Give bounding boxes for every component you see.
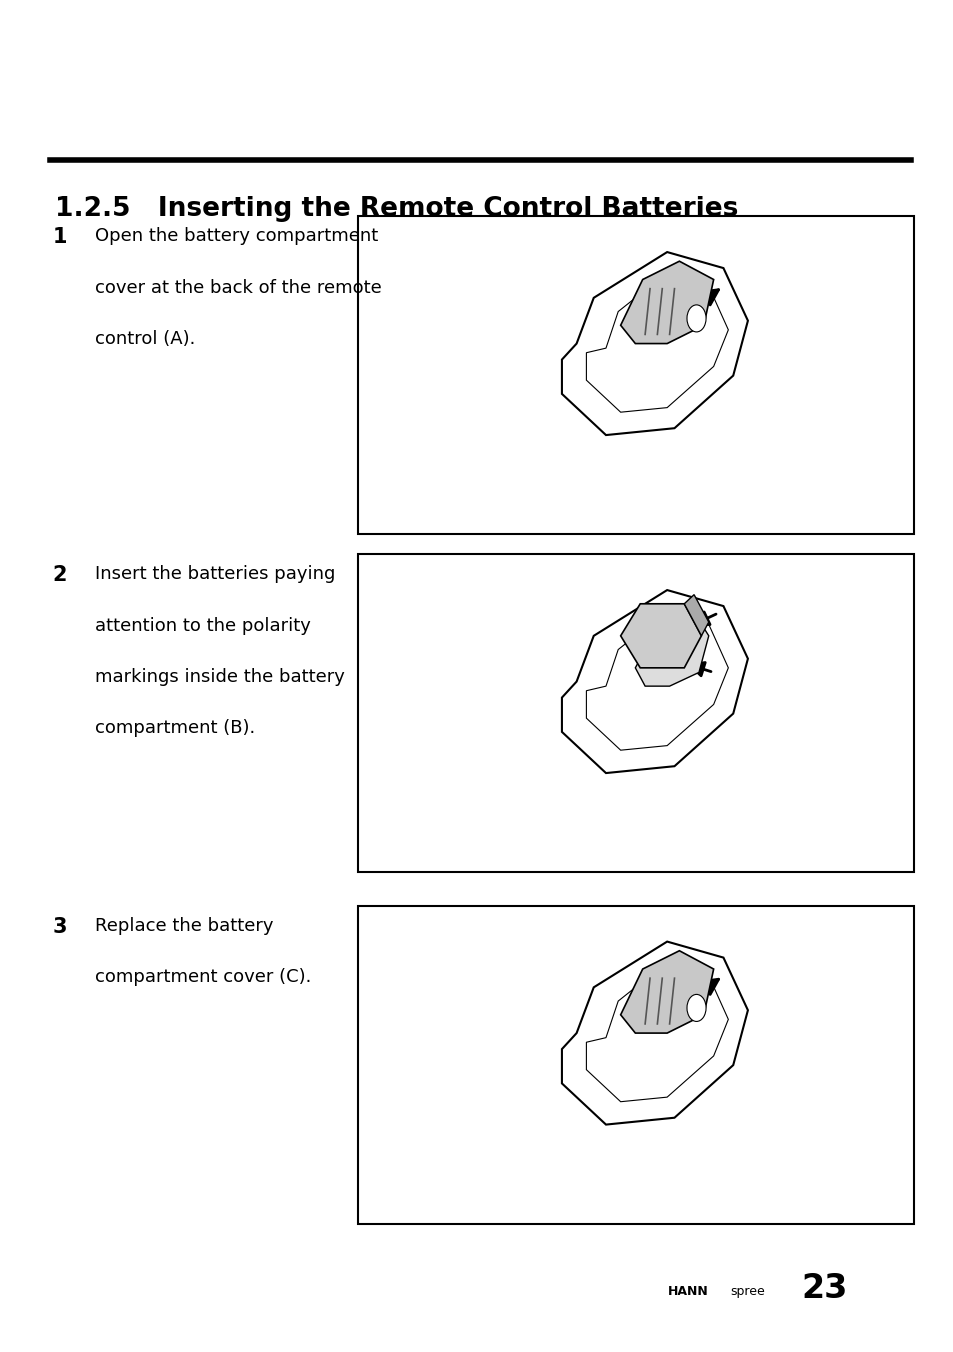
Text: control (A).: control (A). — [95, 330, 195, 347]
Text: 23: 23 — [801, 1272, 847, 1305]
Text: Replace the battery: Replace the battery — [95, 917, 274, 934]
Text: HANN: HANN — [667, 1284, 708, 1298]
Text: 1: 1 — [52, 227, 67, 247]
Text: Insert the batteries paying: Insert the batteries paying — [95, 565, 335, 583]
Polygon shape — [561, 251, 747, 435]
Polygon shape — [620, 950, 713, 1033]
Bar — [357, 906, 913, 1224]
Text: 1.2.5   Inserting the Remote Control Batteries: 1.2.5 Inserting the Remote Control Batte… — [55, 196, 738, 222]
Polygon shape — [635, 608, 708, 687]
Polygon shape — [620, 604, 700, 668]
Text: spree: spree — [729, 1284, 763, 1298]
Polygon shape — [620, 261, 713, 343]
Polygon shape — [683, 595, 708, 635]
Text: Open the battery compartment: Open the battery compartment — [95, 227, 378, 245]
Text: compartment cover (C).: compartment cover (C). — [95, 968, 312, 986]
Bar — [357, 554, 913, 872]
Text: markings inside the battery: markings inside the battery — [95, 668, 345, 685]
Polygon shape — [561, 589, 747, 773]
Text: compartment (B).: compartment (B). — [95, 719, 255, 737]
Bar — [357, 216, 913, 534]
Text: attention to the polarity: attention to the polarity — [95, 617, 311, 634]
Text: 2: 2 — [52, 565, 67, 585]
Text: 3: 3 — [52, 917, 67, 937]
Circle shape — [686, 995, 705, 1022]
Circle shape — [686, 306, 705, 333]
Text: cover at the back of the remote: cover at the back of the remote — [95, 279, 382, 296]
Polygon shape — [561, 941, 747, 1125]
